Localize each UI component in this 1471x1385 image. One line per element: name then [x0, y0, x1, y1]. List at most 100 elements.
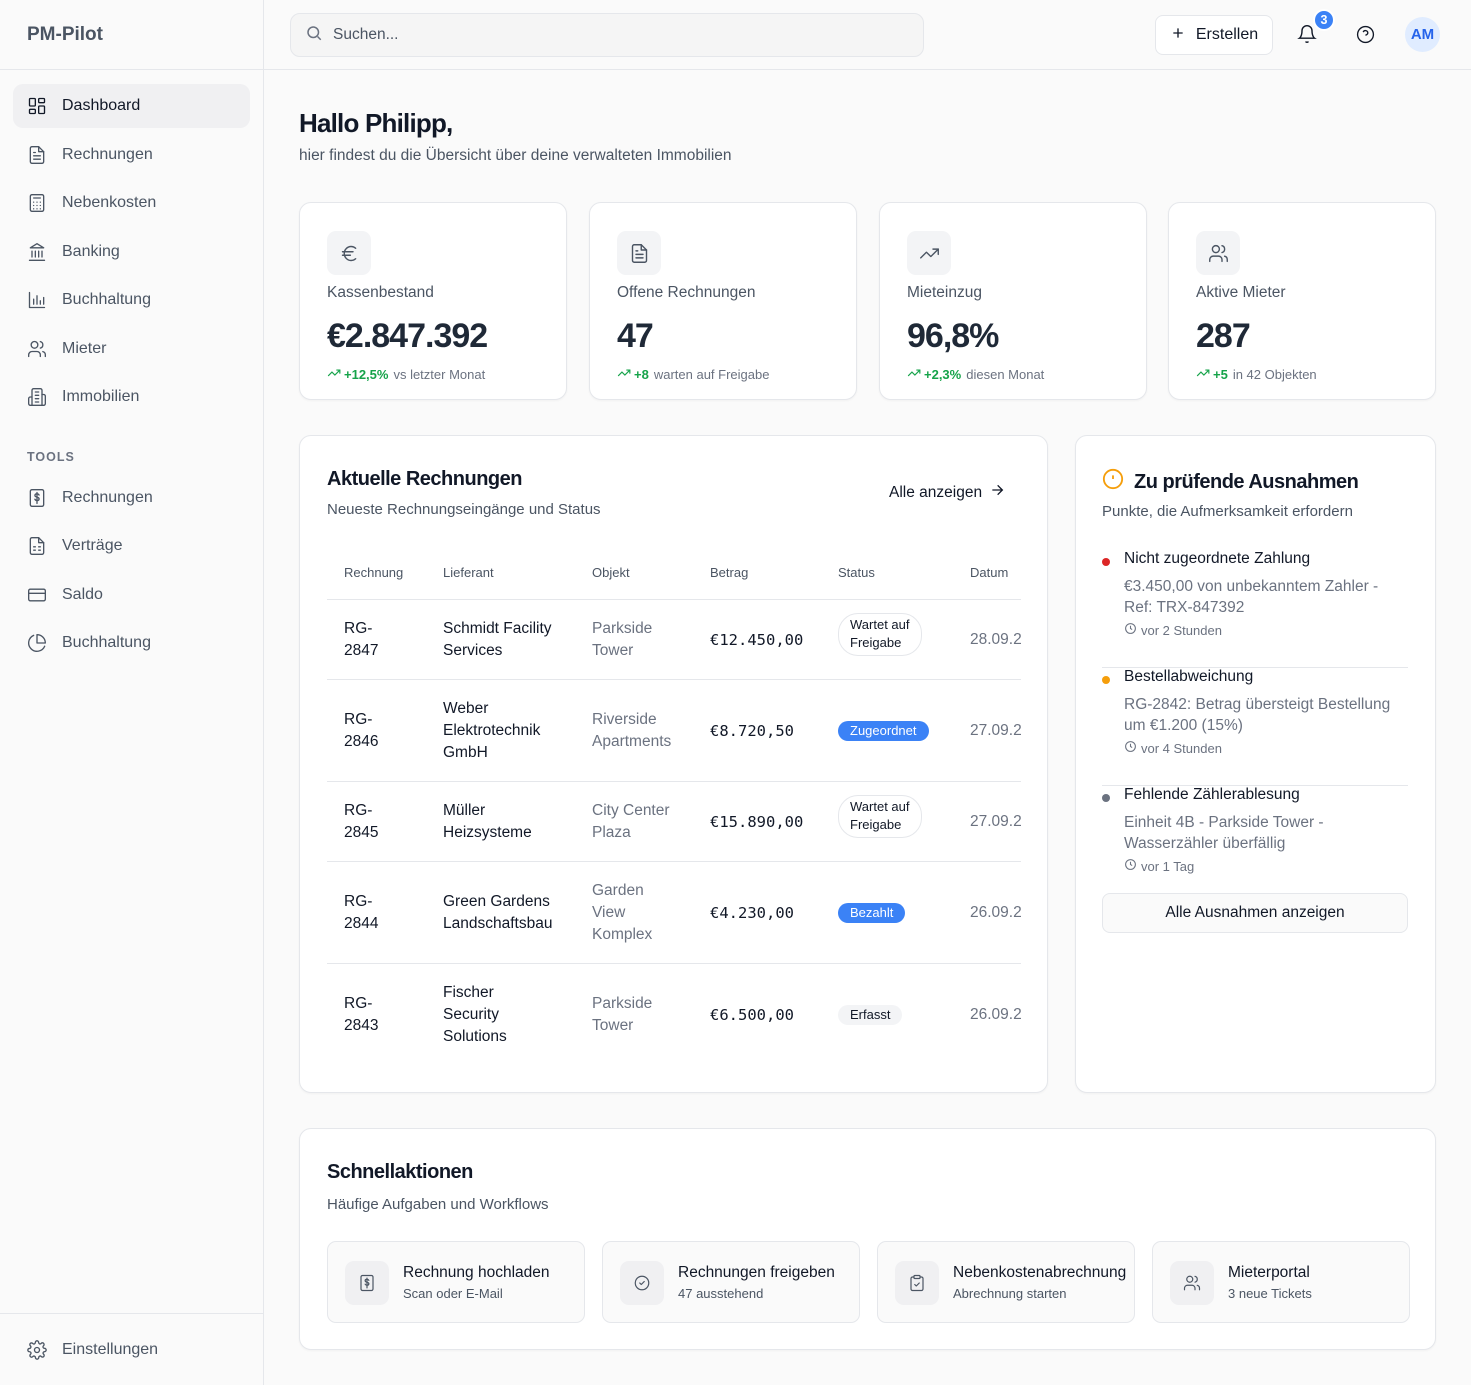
status-badge: Bezahlt: [838, 903, 906, 923]
table-row[interactable]: RG- 2846 Weber Elektrotechnik GmbH Riversi…: [327, 680, 1021, 782]
brand-logo[interactable]: PM-Pilot: [0, 0, 263, 70]
exception-title: Fehlende Zählerablesung: [1124, 786, 1300, 803]
sidebar-item-label: Einstellungen: [62, 1341, 159, 1358]
stat-delta: +5 in 42 Objekten: [1196, 366, 1317, 383]
trending-up-icon: [1196, 366, 1213, 383]
sidebar-tool-buchhaltung[interactable]: Buchhaltung: [13, 621, 250, 665]
bank-icon: [27, 242, 47, 262]
user-avatar[interactable]: AM: [1405, 17, 1440, 52]
exceptions-card: Zu prüfende Ausnahmen Punkte, die Aufmer…: [1075, 435, 1436, 1093]
sidebar-item-rechnungen[interactable]: Rechnungen: [13, 133, 250, 177]
notification-count-badge: 3: [1313, 9, 1335, 31]
invoice-object: Parkside Tower: [592, 620, 653, 659]
quick-action-title: Rechnungen freigeben: [678, 1264, 835, 1281]
status-dot: [1102, 794, 1110, 802]
invoice-object: Riverside Apartments: [592, 711, 672, 750]
dashboard-icon: [27, 96, 47, 116]
stat-label: Offene Rechnungen: [617, 284, 756, 301]
sidebar-item-immobilien[interactable]: Immobilien: [13, 375, 250, 419]
invoice-amount: €4.230,00: [710, 904, 794, 922]
exception-time-text: vor 1 Tag: [1141, 858, 1195, 874]
quick-action-tenant-portal[interactable]: Mieterportal 3 neue Tickets: [1152, 1241, 1410, 1323]
invoice-date: 28.09.2024: [970, 631, 1021, 648]
clock-icon: [1124, 858, 1141, 874]
table-row[interactable]: RG- 2847 Schmidt Facility Services Parksid…: [327, 600, 1021, 680]
exception-title: Bestellabweichung: [1124, 668, 1254, 685]
search-icon: [305, 24, 323, 47]
column-header-status[interactable]: Status: [838, 565, 875, 580]
stat-delta-value: +12,5%: [344, 367, 389, 382]
table-header: Rechnung Lieferant Objekt Betrag Status …: [327, 548, 1021, 600]
page-title: Hallo Philipp,: [299, 108, 453, 138]
exception-item[interactable]: Nicht zugeordnete Zahlung €3.450,00 von u…: [1102, 550, 1408, 668]
view-all-label: Alle anzeigen: [889, 483, 983, 501]
quick-actions-title: Schnellaktionen: [327, 1161, 473, 1183]
exception-description: €3.450,00 von unbekanntem Zahler - Ref: …: [1124, 578, 1379, 616]
sidebar-item-dashboard[interactable]: Dashboard: [13, 84, 250, 128]
sidebar-item-settings[interactable]: Einstellungen: [13, 1328, 250, 1372]
column-header-datum[interactable]: Datum: [970, 565, 1009, 580]
check-circle-icon: [620, 1261, 664, 1305]
stat-value: 47: [617, 317, 654, 355]
clipboard-icon: [895, 1261, 939, 1305]
upload-receipt-icon: [345, 1261, 389, 1305]
top-header: Erstellen 3 AM: [264, 0, 1471, 70]
quick-action-upload-invoice[interactable]: Rechnung hochladen Scan oder E-Mail: [327, 1241, 585, 1323]
status-badge: Wartet auf Freigabe: [838, 795, 923, 838]
stat-delta-text: warten auf Freigabe: [653, 367, 770, 382]
stat-delta-value: +5: [1213, 367, 1228, 382]
column-header-objekt[interactable]: Objekt: [592, 565, 630, 580]
pie-chart-icon: [27, 633, 47, 653]
invoice-object: Parkside Tower: [592, 995, 653, 1034]
quick-actions-card: Schnellaktionen Häufige Aufgaben und Wor…: [299, 1128, 1436, 1350]
invoice-supplier: Green Gardens Landschaftsbau: [443, 893, 553, 932]
sidebar-item-banking[interactable]: Banking: [13, 230, 250, 274]
sidebar-tool-saldo[interactable]: Saldo: [13, 573, 250, 617]
sidebar-item-mieter[interactable]: Mieter: [13, 327, 250, 371]
calculator-icon: [27, 193, 47, 213]
stat-delta: +2,3% diesen Monat: [907, 366, 1044, 383]
create-button[interactable]: Erstellen: [1155, 15, 1273, 55]
quick-action-title: Nebenkostenabrechnung: [953, 1264, 1127, 1281]
notifications-button[interactable]: [1297, 24, 1317, 46]
quick-action-subtitle: 47 ausstehend: [678, 1286, 764, 1301]
stat-delta: +8 warten auf Freigabe: [617, 366, 769, 383]
clock-icon: [1124, 622, 1141, 638]
exception-description: Einheit 4B - Parkside Tower - Wasserzähl…: [1124, 814, 1324, 852]
stat-card-kassenbestand: Kassenbestand €2.847.392 +12,5% vs letzt…: [299, 202, 567, 400]
invoice-status-cell: Erfasst: [838, 1004, 903, 1026]
table-row[interactable]: RG- 2845 Müller Heizsysteme City Center Pl…: [327, 782, 1021, 862]
column-header-lieferant[interactable]: Lieferant: [443, 565, 494, 580]
bell-icon: [1297, 25, 1317, 48]
document-icon: [617, 231, 661, 275]
table-row[interactable]: RG- 2843 Fischer Security Solutions Parksi…: [327, 964, 1021, 1066]
create-button-label: Erstellen: [1195, 26, 1259, 43]
view-all-exceptions-button[interactable]: Alle Ausnahmen anzeigen: [1102, 893, 1408, 933]
quick-action-utility-billing[interactable]: Nebenkostenabrechnung Abrechnung starten: [877, 1241, 1135, 1323]
trending-up-icon: [907, 366, 924, 383]
sidebar-item-buchhaltung[interactable]: Buchhaltung: [13, 278, 250, 322]
search-input[interactable]: [333, 26, 893, 44]
status-dot: [1102, 558, 1110, 566]
exception-time: vor 1 Tag: [1124, 858, 1194, 874]
sidebar-tool-rechnungen[interactable]: Rechnungen: [13, 476, 250, 520]
view-all-invoices-link[interactable]: Alle anzeigen: [889, 482, 1005, 503]
column-header-betrag[interactable]: Betrag: [710, 565, 749, 580]
invoice-amount: €12.450,00: [710, 631, 804, 649]
exception-item[interactable]: Fehlende Zählerablesung Einheit 4B - Park…: [1102, 786, 1408, 904]
exception-item[interactable]: Bestellabweichung RG-2842: Betrag überste…: [1102, 668, 1408, 786]
stat-delta-text: diesen Monat: [966, 367, 1045, 382]
quick-actions-subtitle: Häufige Aufgaben und Workflows: [327, 1196, 549, 1213]
sidebar-tool-vertraege[interactable]: Verträge: [13, 524, 250, 568]
exception-time-text: vor 4 Stunden: [1141, 740, 1222, 756]
sidebar-item-nebenkosten[interactable]: Nebenkosten: [13, 181, 250, 225]
help-button[interactable]: [1356, 25, 1376, 45]
invoice-status-cell: Wartet auf Freigabe: [838, 795, 923, 838]
table-row[interactable]: RG- 2844 Green Gardens Landschaftsbau Gard…: [327, 862, 1021, 964]
column-header-rechnung[interactable]: Rechnung: [344, 565, 404, 580]
quick-action-subtitle: Abrechnung starten: [953, 1286, 1067, 1301]
recent-invoices-card: Aktuelle Rechnungen Neueste Rechnungsein…: [299, 435, 1048, 1093]
quick-action-approve-invoices[interactable]: Rechnungen freigeben 47 ausstehend: [602, 1241, 860, 1323]
invoice-date: 26.09.2024: [970, 904, 1021, 921]
exceptions-title: Zu prüfende Ausnahmen: [1102, 468, 1359, 496]
